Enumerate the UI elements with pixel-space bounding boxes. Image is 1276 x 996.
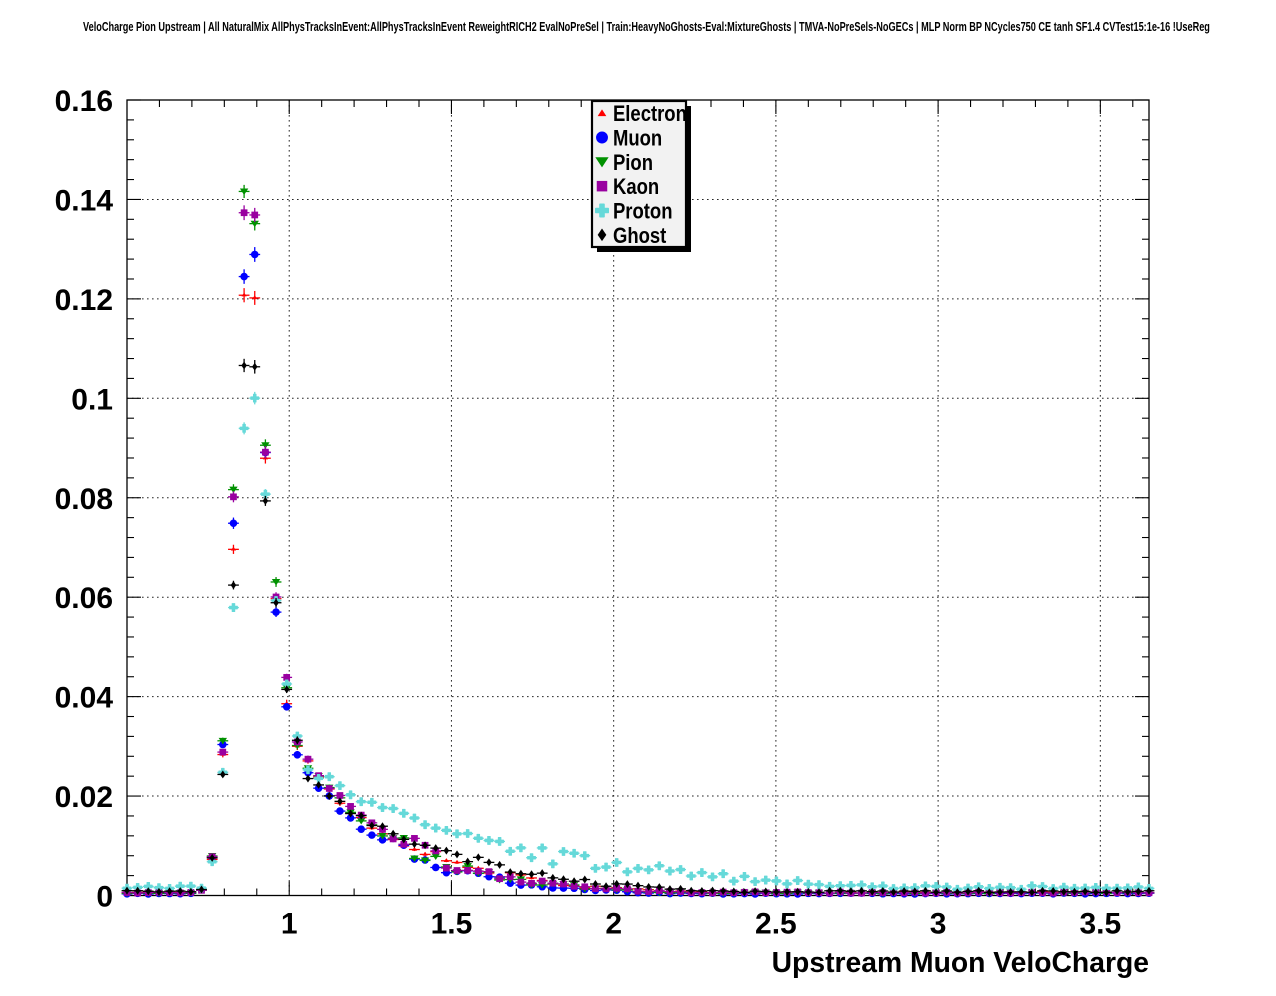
svg-text:0.14: 0.14 — [55, 184, 114, 217]
svg-text:Pion: Pion — [613, 151, 653, 175]
svg-text:Muon: Muon — [613, 127, 662, 151]
svg-text:0.06: 0.06 — [55, 582, 113, 615]
svg-text:2: 2 — [605, 908, 622, 941]
svg-text:0.1: 0.1 — [71, 383, 113, 416]
svg-text:0.08: 0.08 — [55, 483, 113, 516]
svg-text:Upstream Muon VeloCharge: Upstream Muon VeloCharge — [772, 946, 1149, 978]
svg-text:1.5: 1.5 — [431, 908, 473, 941]
svg-text:3: 3 — [930, 908, 947, 941]
svg-text:0: 0 — [96, 881, 113, 914]
svg-text:0.02: 0.02 — [55, 781, 113, 814]
svg-text:Proton: Proton — [613, 200, 672, 224]
svg-text:Electron: Electron — [613, 103, 687, 127]
svg-text:1: 1 — [281, 908, 298, 941]
svg-text:0.04: 0.04 — [55, 682, 114, 715]
svg-text:0.16: 0.16 — [55, 85, 113, 118]
svg-text:0.12: 0.12 — [55, 284, 113, 317]
svg-text:3.5: 3.5 — [1079, 908, 1121, 941]
svg-text:Kaon: Kaon — [613, 176, 659, 200]
svg-text:Ghost: Ghost — [613, 224, 667, 248]
svg-text:2.5: 2.5 — [755, 908, 797, 941]
